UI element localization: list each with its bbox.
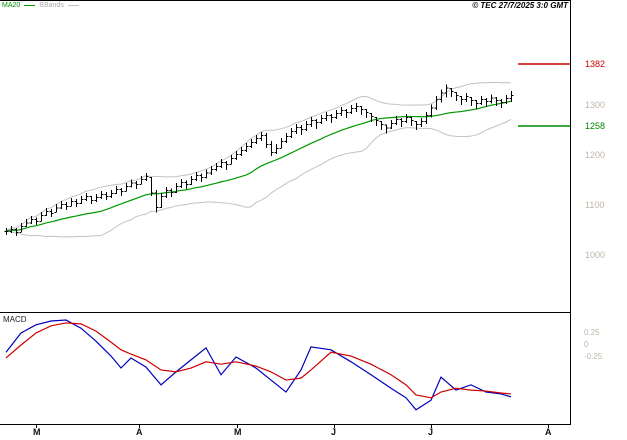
ohlc-series [4,84,514,236]
ma20-line [5,100,512,232]
legend-bbands-label: BBands [39,2,64,9]
price-axis-label-1200: 1200 [585,150,606,160]
chart-frame [0,0,571,428]
time-axis-label-0: M [33,427,41,437]
macd-axis-label-0: 0 [584,340,589,349]
macd-axis-label--0.25: -0.25 [584,352,603,361]
ma20-line-swatch [24,5,36,6]
price-axis-label-1300: 1300 [585,100,606,110]
bollinger-lower-band [5,118,512,238]
price-axis-label-1100: 1100 [585,200,605,210]
price-axis-label-1258: 1258 [585,121,606,131]
legend-ma20-label: MA20 [2,2,21,9]
bollinger-upper-band [5,81,512,232]
chart-legend: MA20 BBands [2,1,79,10]
time-axis-label-5: A [545,427,552,437]
macd-line [5,319,512,411]
macd-signal-line [5,322,512,399]
price-axis-label-1382: 1382 [585,59,606,69]
time-axis-label-4: J [428,427,434,437]
time-axis-label-3: J [331,427,337,437]
macd-axis-label-0.25: 0.25 [584,328,600,337]
macd-panel-label: MACD [3,315,27,324]
bbands-line-swatch [67,5,79,6]
time-axis-label-1: A [136,427,143,437]
copyright-text: © TEC 27/7/2025 3:0 GMT [472,1,568,10]
time-axis-label-2: M [234,427,242,437]
price-axis-label-1000: 1000 [585,250,606,260]
bollinger-bands [5,81,512,238]
